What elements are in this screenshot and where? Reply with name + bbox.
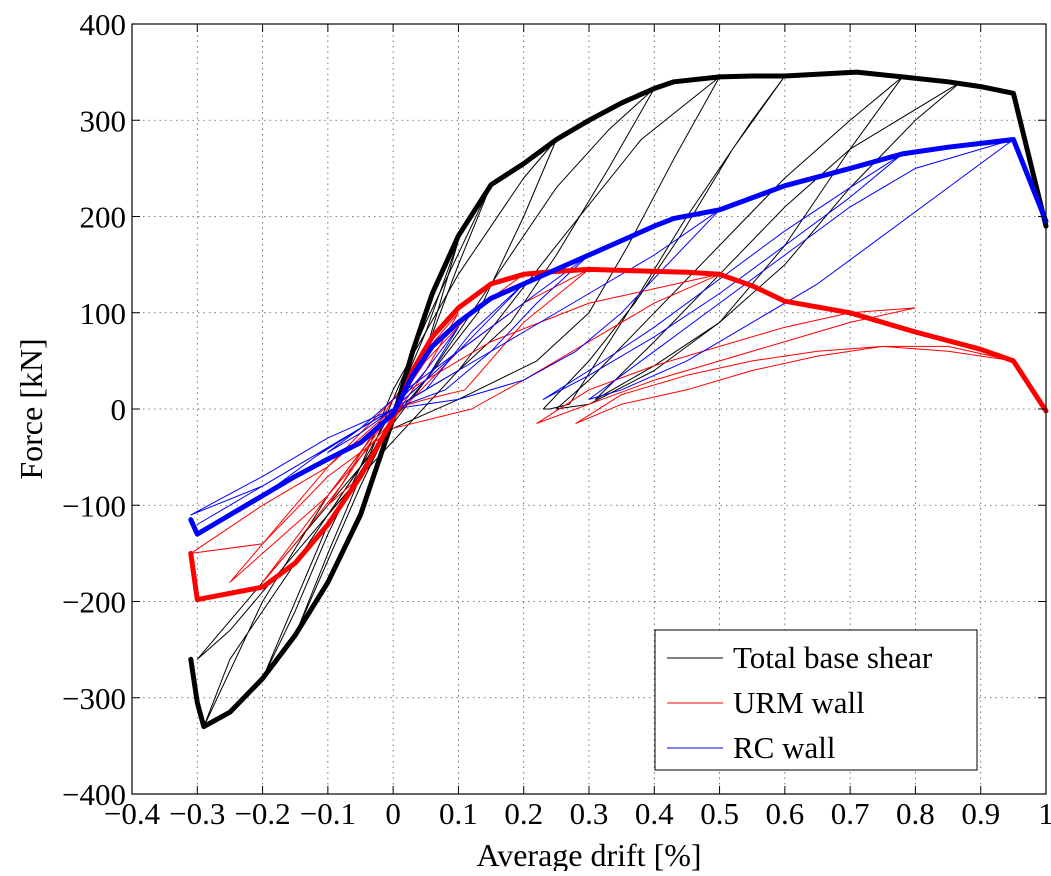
legend-label-rc-wall: RC wall bbox=[733, 730, 835, 765]
legend-box bbox=[654, 629, 978, 771]
x-tick-label: 0.2 bbox=[504, 796, 543, 831]
x-tick-label: 0.8 bbox=[896, 796, 935, 831]
rc-wall-cycle bbox=[542, 153, 903, 400]
x-tick-label: 0.7 bbox=[831, 796, 870, 831]
total-base-shear-envelope bbox=[188, 69, 1049, 730]
total-base-shear-cycle bbox=[542, 75, 786, 410]
x-tick-label: −0.1 bbox=[300, 796, 356, 831]
urm-wall-envelope bbox=[188, 266, 1049, 603]
legend-label-total-base-shear: Total base shear bbox=[733, 640, 933, 675]
y-axis-label: Force [kN] bbox=[13, 338, 49, 479]
x-axis-label: Average drift [%] bbox=[476, 837, 701, 871]
axis-ticks: −0.4 −0.3 −0.2 −0.1 0 0.1 0.2 0.3 0.4 0.5 0.6 0.7 0.… bbox=[62, 7, 1051, 831]
y-tick-label: 400 bbox=[80, 7, 127, 42]
rc-wall-envelope bbox=[188, 137, 1049, 537]
y-tick-label: −300 bbox=[62, 681, 126, 716]
legend-label-urm-wall: URM wall bbox=[733, 685, 865, 720]
y-tick-label: −200 bbox=[62, 585, 126, 620]
x-tick-label: 0.9 bbox=[961, 796, 1000, 831]
x-tick-label: 0.4 bbox=[635, 796, 674, 831]
rc-wall-cycle bbox=[196, 254, 590, 525]
x-tick-label: 0 bbox=[385, 796, 401, 831]
total-base-shear-cycle bbox=[595, 81, 962, 400]
legend: Total base shear URM wall RC wall bbox=[654, 629, 978, 771]
total-base-shear-cycle bbox=[196, 76, 721, 660]
x-tick-label: 0.5 bbox=[700, 796, 739, 831]
y-tick-label: 100 bbox=[80, 296, 127, 331]
y-tick-label: −100 bbox=[62, 488, 126, 523]
x-tick-label: 1 bbox=[1038, 796, 1051, 831]
rc-wall-cycle bbox=[588, 139, 1014, 400]
total-base-shear-cycle bbox=[555, 76, 903, 410]
urm-wall-cycle bbox=[536, 307, 916, 424]
y-tick-label: 0 bbox=[111, 392, 127, 427]
x-tick-label: 0.3 bbox=[570, 796, 609, 831]
plot-area bbox=[188, 69, 1049, 730]
total-base-shear-cycle bbox=[203, 88, 655, 728]
urm-wall-cycle bbox=[229, 268, 590, 583]
x-tick-label: −0.4 bbox=[104, 796, 161, 831]
x-tick-label: 0.1 bbox=[439, 796, 478, 831]
y-tick-label: 200 bbox=[80, 200, 127, 235]
y-tick-label: −400 bbox=[62, 777, 126, 812]
x-tick-label: 0.6 bbox=[765, 796, 804, 831]
rc-wall-cycle bbox=[190, 209, 720, 516]
total-base-shear-series bbox=[196, 75, 962, 728]
y-tick-label: 300 bbox=[80, 103, 127, 138]
total-base-shear-cycle bbox=[262, 139, 557, 679]
urm-wall-cycle bbox=[575, 345, 1014, 424]
x-tick-label: −0.2 bbox=[234, 796, 290, 831]
urm-wall-cycle bbox=[190, 273, 720, 554]
x-tick-label: −0.3 bbox=[169, 796, 225, 831]
